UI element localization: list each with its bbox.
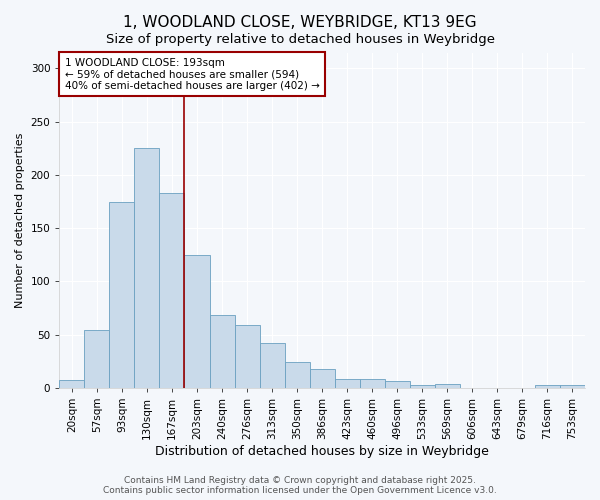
Bar <box>385 382 410 388</box>
Text: Size of property relative to detached houses in Weybridge: Size of property relative to detached ho… <box>106 32 494 46</box>
Bar <box>284 362 310 388</box>
Bar <box>134 148 160 388</box>
Bar <box>235 325 260 388</box>
Bar <box>560 384 585 388</box>
Y-axis label: Number of detached properties: Number of detached properties <box>15 132 25 308</box>
Bar <box>335 380 360 388</box>
Bar <box>85 330 109 388</box>
Text: 1 WOODLAND CLOSE: 193sqm
← 59% of detached houses are smaller (594)
40% of semi-: 1 WOODLAND CLOSE: 193sqm ← 59% of detach… <box>65 58 319 90</box>
Text: Contains HM Land Registry data © Crown copyright and database right 2025.
Contai: Contains HM Land Registry data © Crown c… <box>103 476 497 495</box>
Bar <box>209 316 235 388</box>
Bar <box>109 202 134 388</box>
Bar <box>260 343 284 388</box>
Bar <box>435 384 460 388</box>
Bar <box>160 193 184 388</box>
Text: 1, WOODLAND CLOSE, WEYBRIDGE, KT13 9EG: 1, WOODLAND CLOSE, WEYBRIDGE, KT13 9EG <box>123 15 477 30</box>
Bar <box>410 384 435 388</box>
Bar <box>360 380 385 388</box>
Bar <box>535 384 560 388</box>
Bar <box>310 368 335 388</box>
Bar <box>184 254 209 388</box>
X-axis label: Distribution of detached houses by size in Weybridge: Distribution of detached houses by size … <box>155 444 489 458</box>
Bar <box>59 380 85 388</box>
